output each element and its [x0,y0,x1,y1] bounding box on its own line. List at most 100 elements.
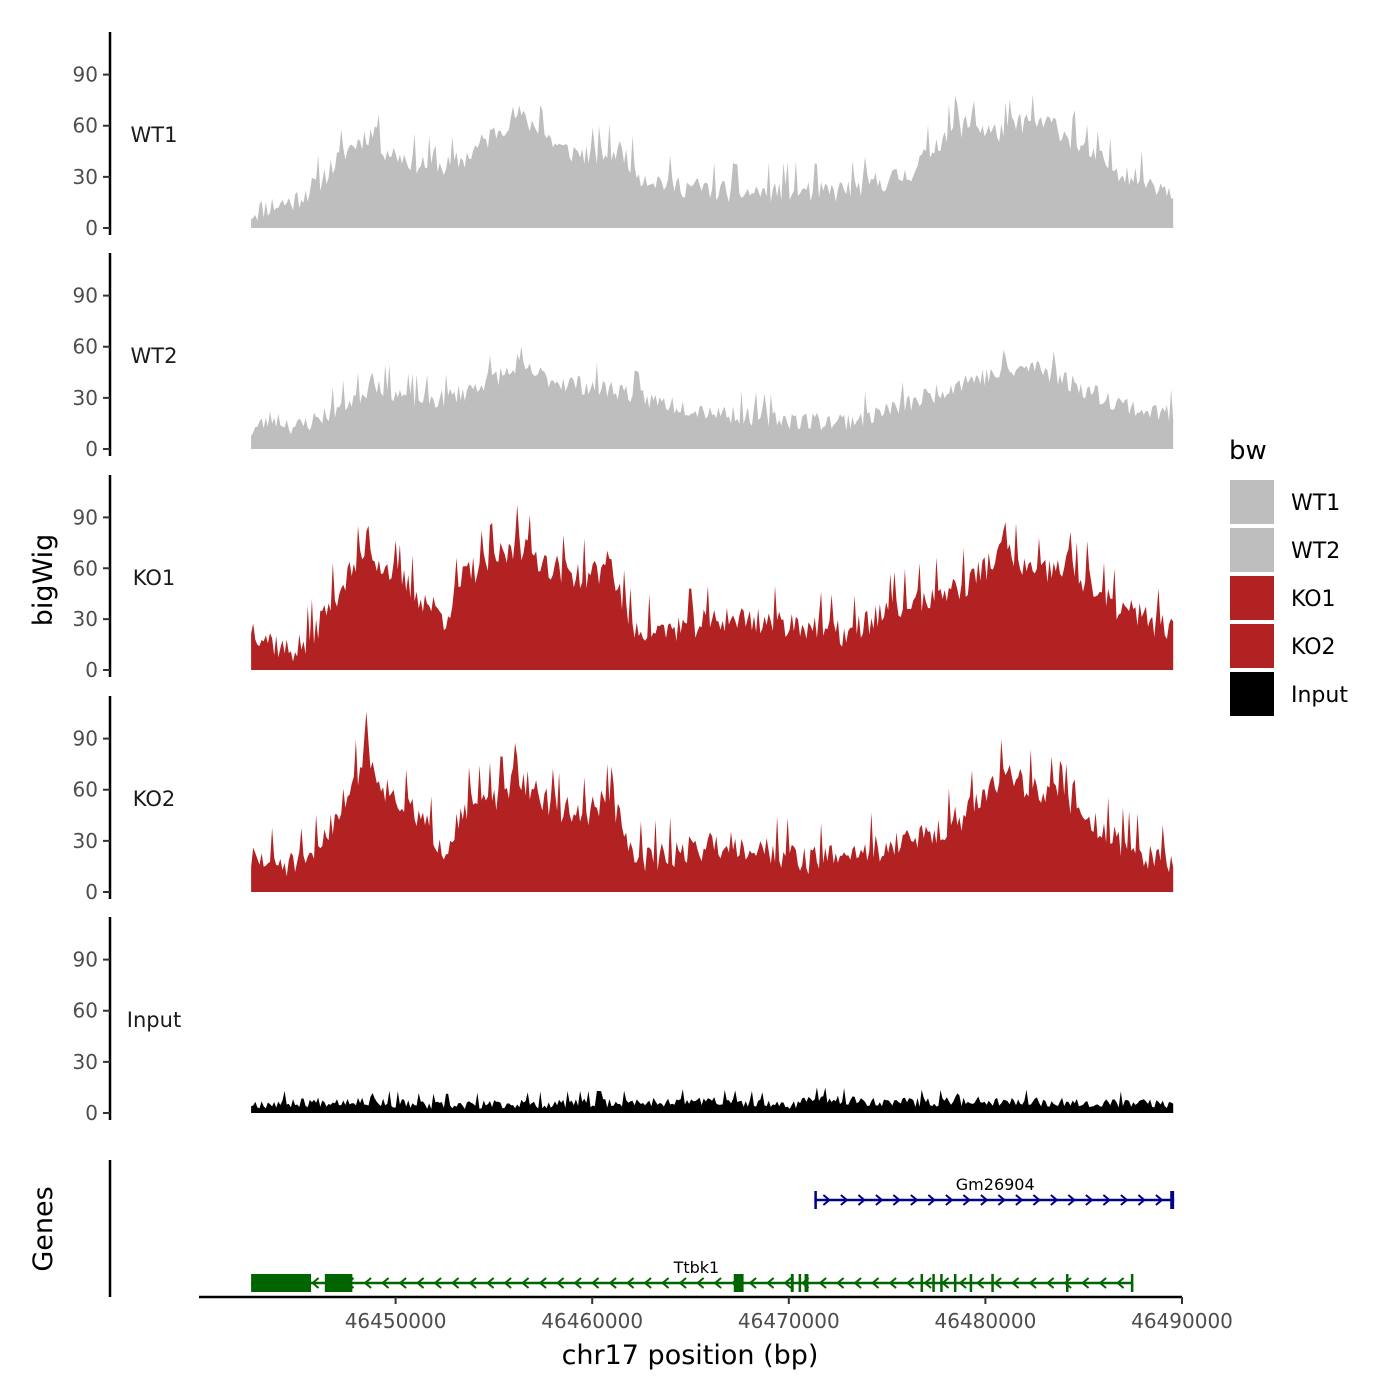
y-tick-label: 30 [73,386,98,410]
strand-chevron [643,1277,652,1289]
strand-chevron [923,1277,932,1289]
strand-chevron [993,1277,1002,1289]
exon [1170,1191,1175,1209]
strand-chevron [840,1194,849,1206]
exon [991,1274,994,1292]
y-tick-label: 90 [73,948,98,972]
strand-chevron [958,1277,967,1289]
gene-name-label: Ttbk1 [673,1258,720,1277]
strand-chevron [1067,1194,1076,1206]
exon [733,1274,744,1292]
bigwig-tracks: 0 30 60 90 WT1 0 30 60 90 WT2 0 30 60 90 KO1 0 30 60 90 KO2… [73,32,1174,1125]
strand-chevron [836,1277,845,1289]
legend-label: WT2 [1291,539,1340,564]
exon [814,1191,817,1209]
legend-key-wt2 [1230,528,1274,572]
strand-chevron [1046,1277,1055,1289]
strand-chevron [783,1277,792,1289]
track-label: KO1 [133,566,176,590]
exon [932,1274,935,1292]
strand-chevron [696,1277,705,1289]
strand-chevron [1098,1277,1107,1289]
y-tick-label: 60 [73,114,98,138]
exon [1130,1274,1134,1292]
exon [798,1274,802,1292]
signal-area-ko1 [251,504,1174,670]
strand-chevron [853,1277,862,1289]
strand-chevron [573,1277,582,1289]
strand-chevron [888,1277,897,1289]
strand-chevron [486,1277,495,1289]
legend-title: bw [1229,436,1267,466]
strand-chevron [1011,1277,1020,1289]
strand-chevron [1081,1277,1090,1289]
y-tick-label: 90 [73,727,98,751]
x-axis-title: chr17 position (bp) [562,1340,819,1371]
exon [920,1274,924,1292]
track-label: WT1 [131,123,178,147]
strand-chevron [626,1277,635,1289]
y-tick-label: 90 [73,63,98,87]
strand-chevron [468,1277,477,1289]
strand-chevron [1028,1277,1037,1289]
y-tick-label: 0 [85,880,98,904]
strand-chevron [538,1277,547,1289]
strand-chevron [591,1277,600,1289]
y-tick-label: 0 [85,437,98,461]
legend-key-input [1230,672,1274,716]
exon [324,1274,353,1292]
strand-chevron [1050,1194,1059,1206]
x-tick-label: 46460000 [541,1309,643,1333]
legend-key-wt1 [1230,480,1274,524]
strand-chevron [521,1277,530,1289]
exon [953,1274,957,1292]
y-tick-label: 60 [73,335,98,359]
strand-chevron [416,1277,425,1289]
strand-chevron [503,1277,512,1289]
strand-chevron [927,1194,936,1206]
track-label: KO2 [133,787,176,811]
x-tick-label: 46450000 [345,1309,447,1333]
strand-chevron [945,1194,954,1206]
strand-chevron [997,1194,1006,1206]
strand-chevron [311,1277,320,1289]
x-tick-label: 46490000 [1131,1309,1233,1333]
legend-key-ko1 [1230,576,1274,620]
strand-chevron [910,1194,919,1206]
exon [969,1274,973,1292]
y-tick-label: 60 [73,556,98,580]
exon [804,1274,809,1292]
y-tick-label: 0 [85,1101,98,1125]
x-axis: 46450000 46460000 46470000 46480000 46490000 [199,1295,1233,1333]
y-tick-label: 30 [73,607,98,631]
strand-chevron [433,1277,442,1289]
y-tick-label: 60 [73,778,98,802]
track-ko1: 0 30 60 90 KO1 [73,475,1174,682]
legend-key-ko2 [1230,624,1274,668]
track-wt2: 0 30 60 90 WT2 [73,253,1174,461]
y-tick-label: 30 [73,1050,98,1074]
strand-chevron [678,1277,687,1289]
genes-axis-title: Genes [28,1186,59,1271]
x-tick-label: 46470000 [738,1309,840,1333]
y-tick-label: 30 [73,829,98,853]
strand-chevron [857,1194,866,1206]
y-tick-label: 30 [73,165,98,189]
signal-area-wt1 [251,94,1174,228]
strand-chevron [556,1277,565,1289]
y-tick-label: 60 [73,999,98,1023]
gene-ttbk1: Ttbk1 [251,1258,1134,1292]
strand-chevron [1063,1277,1072,1289]
strand-chevron [1116,1277,1125,1289]
strand-chevron [818,1277,827,1289]
strand-chevron [892,1194,901,1206]
strand-chevron [451,1277,460,1289]
legend-label: WT1 [1291,491,1340,516]
y-axis-title: bigWig [28,534,59,627]
exon [940,1274,943,1292]
genes-track: Gm26904 Ttbk1 [108,1160,1175,1297]
strand-chevron [713,1277,722,1289]
strand-chevron [980,1194,989,1206]
strand-chevron [608,1277,617,1289]
